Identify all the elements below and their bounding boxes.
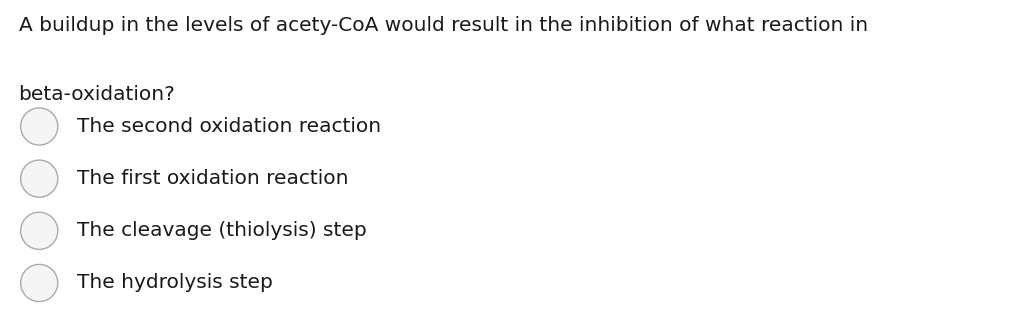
Text: The second oxidation reaction: The second oxidation reaction [77, 117, 382, 136]
Text: The first oxidation reaction: The first oxidation reaction [77, 169, 349, 188]
Ellipse shape [21, 264, 58, 302]
Ellipse shape [21, 108, 58, 145]
Text: A buildup in the levels of acety-CoA would result in the inhibition of what reac: A buildup in the levels of acety-CoA wou… [19, 16, 868, 35]
Text: beta-oxidation?: beta-oxidation? [19, 85, 175, 104]
Text: The cleavage (thiolysis) step: The cleavage (thiolysis) step [77, 221, 367, 240]
Ellipse shape [21, 160, 58, 197]
Ellipse shape [21, 212, 58, 249]
Text: The hydrolysis step: The hydrolysis step [77, 274, 273, 292]
